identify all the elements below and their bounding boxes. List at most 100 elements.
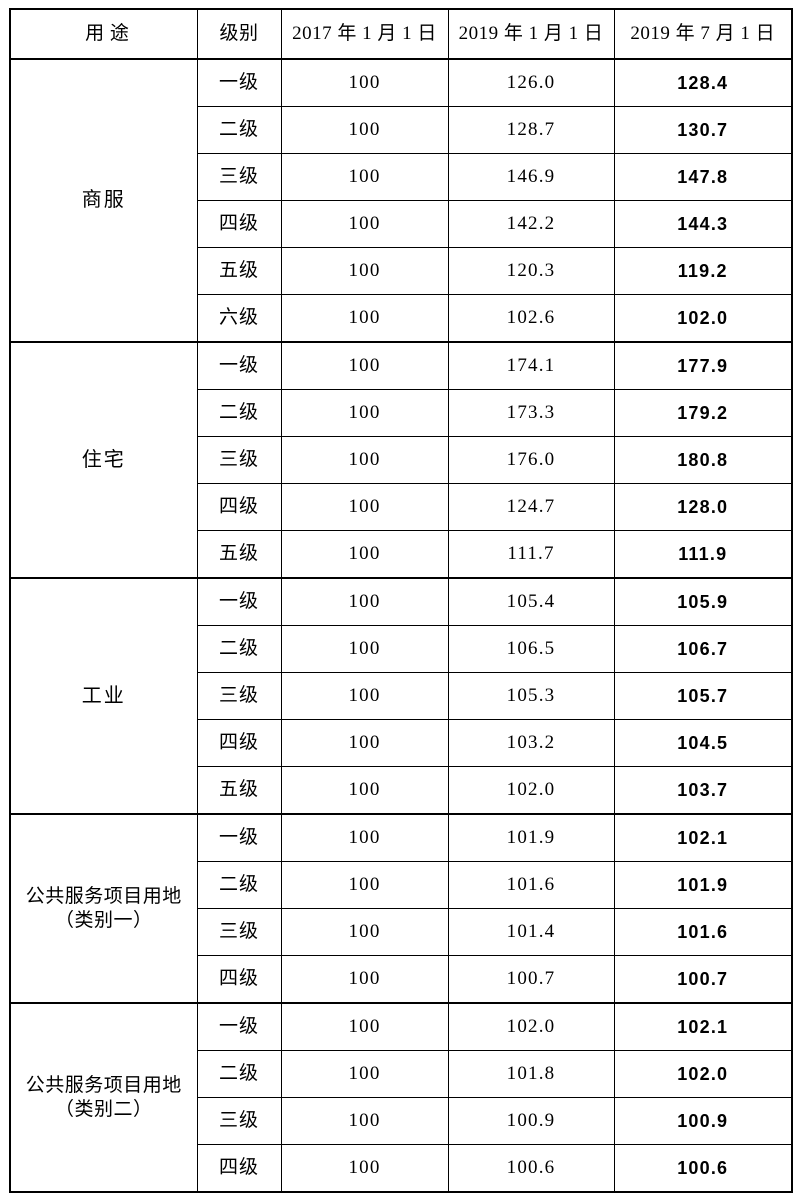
column-header-2019-07-01: 2019 年 7 月 1 日 [613, 8, 793, 60]
value-cell-2019-01-01: 103.2 [447, 719, 615, 767]
value-cell-2019-01-01: 142.2 [447, 200, 615, 248]
value-cell-2019-07-01: 100.6 [613, 1144, 793, 1193]
value-cell-2017-01-01: 100 [280, 530, 449, 579]
grade-cell: 五级 [196, 247, 282, 295]
table-row: 三级 100 176.0 180.8 [10, 436, 793, 484]
table-row: 商服 一级 100 126.0 128.4 [9, 58, 793, 343]
value-cell-2019-07-01: 104.5 [613, 719, 793, 767]
value-cell-2017-01-01: 100 [280, 1097, 449, 1145]
value-cell-2019-07-01: 111.9 [613, 530, 793, 579]
value-cell-2017-01-01: 100 [280, 483, 449, 531]
value-cell-2017-01-01: 100 [280, 1002, 449, 1051]
value-cell-2019-07-01: 119.2 [613, 247, 793, 295]
table-row: 工业 一级 100 105.4 105.9 [9, 577, 793, 815]
grade-cell: 三级 [196, 153, 282, 201]
value-cell-2019-07-01: 101.6 [613, 908, 793, 956]
value-cell-2019-01-01: 100.9 [447, 1097, 615, 1145]
value-cell-2019-07-01: 101.9 [613, 861, 793, 909]
table-row: 三级 100 105.3 105.7 [10, 672, 793, 720]
value-cell-2019-01-01: 146.9 [447, 153, 615, 201]
table-row: 二级 100 101.6 101.9 [10, 861, 793, 909]
grade-cell: 二级 [196, 389, 282, 437]
value-cell-2019-07-01: 102.1 [613, 813, 793, 862]
value-cell-2019-07-01: 128.0 [613, 483, 793, 531]
table-row: 四级 100 124.7 128.0 [10, 483, 793, 531]
table-row: 四级 100 100.7 100.7 [10, 955, 793, 1004]
value-cell-2019-01-01: 105.3 [447, 672, 615, 720]
table-row: 四级 100 142.2 144.3 [10, 200, 793, 248]
value-cell-2017-01-01: 100 [280, 955, 449, 1004]
value-cell-2019-07-01: 130.7 [613, 106, 793, 154]
table-row: 三级 100 100.9 100.9 [10, 1097, 793, 1145]
column-header-2017-01-01: 2017 年 1 月 1 日 [280, 8, 449, 60]
grade-cell: 一级 [196, 341, 282, 390]
value-cell-2017-01-01: 100 [280, 766, 449, 815]
value-cell-2019-07-01: 128.4 [613, 58, 793, 107]
use-category-cell: 工业 [9, 577, 198, 815]
grade-cell: 四级 [196, 1144, 282, 1193]
grade-cell: 五级 [196, 530, 282, 579]
value-cell-2019-01-01: 126.0 [447, 58, 615, 107]
value-cell-2019-01-01: 124.7 [447, 483, 615, 531]
table-row: 五级 100 102.0 103.7 [10, 766, 793, 815]
value-cell-2019-01-01: 120.3 [447, 247, 615, 295]
value-cell-2019-01-01: 101.6 [447, 861, 615, 909]
value-cell-2019-07-01: 102.0 [613, 1050, 793, 1098]
table-body: 商服 一级 100 126.0 128.4 二级 100 128.7 130.7 三级 100 146… [9, 58, 793, 1193]
use-category-cell: 商服 [9, 58, 198, 343]
value-cell-2019-01-01: 100.7 [447, 955, 615, 1004]
value-cell-2019-01-01: 101.9 [447, 813, 615, 862]
value-cell-2019-07-01: 180.8 [613, 436, 793, 484]
table-row: 五级 100 111.7 111.9 [10, 530, 793, 579]
value-cell-2017-01-01: 100 [280, 58, 449, 107]
value-cell-2017-01-01: 100 [280, 389, 449, 437]
grade-cell: 二级 [196, 106, 282, 154]
grade-cell: 四级 [196, 719, 282, 767]
column-header-grade: 级别 [196, 8, 282, 60]
value-cell-2017-01-01: 100 [280, 625, 449, 673]
value-cell-2019-07-01: 103.7 [613, 766, 793, 815]
value-cell-2017-01-01: 100 [280, 813, 449, 862]
value-cell-2019-01-01: 106.5 [447, 625, 615, 673]
grade-cell: 二级 [196, 1050, 282, 1098]
column-header-use: 用 途 [9, 8, 198, 60]
value-cell-2019-07-01: 102.0 [613, 294, 793, 343]
value-cell-2019-07-01: 179.2 [613, 389, 793, 437]
value-cell-2019-07-01: 100.7 [613, 955, 793, 1004]
value-cell-2017-01-01: 100 [280, 153, 449, 201]
value-cell-2017-01-01: 100 [280, 436, 449, 484]
value-cell-2019-07-01: 105.9 [613, 577, 793, 626]
table-row: 四级 100 103.2 104.5 [10, 719, 793, 767]
use-category-cell: 公共服务项目用地 （类别二） [9, 1002, 198, 1193]
grade-cell: 三级 [196, 672, 282, 720]
value-cell-2019-01-01: 111.7 [447, 530, 615, 579]
value-cell-2019-01-01: 101.4 [447, 908, 615, 956]
value-cell-2019-07-01: 177.9 [613, 341, 793, 390]
value-cell-2019-01-01: 102.0 [447, 1002, 615, 1051]
table-row: 六级 100 102.6 102.0 [10, 294, 793, 343]
table-row: 住宅 一级 100 174.1 177.9 [9, 341, 793, 579]
grade-cell: 一级 [196, 58, 282, 107]
value-cell-2017-01-01: 100 [280, 1144, 449, 1193]
grade-cell: 四级 [196, 483, 282, 531]
value-cell-2017-01-01: 100 [280, 577, 449, 626]
value-cell-2017-01-01: 100 [280, 719, 449, 767]
use-category-cell: 公共服务项目用地 （类别一） [9, 813, 198, 1004]
grade-cell: 二级 [196, 625, 282, 673]
grade-cell: 五级 [196, 766, 282, 815]
table-row: 三级 100 146.9 147.8 [10, 153, 793, 201]
grade-cell: 四级 [196, 200, 282, 248]
grade-cell: 一级 [196, 1002, 282, 1051]
value-cell-2019-01-01: 100.6 [447, 1144, 615, 1193]
value-cell-2017-01-01: 100 [280, 106, 449, 154]
table-row: 五级 100 120.3 119.2 [10, 247, 793, 295]
value-cell-2017-01-01: 100 [280, 200, 449, 248]
value-cell-2017-01-01: 100 [280, 1050, 449, 1098]
value-cell-2017-01-01: 100 [280, 908, 449, 956]
value-cell-2019-07-01: 147.8 [613, 153, 793, 201]
value-cell-2019-01-01: 102.0 [447, 766, 615, 815]
value-cell-2017-01-01: 100 [280, 247, 449, 295]
document-page: 用 途 级别 2017 年 1 月 1 日 2019 年 1 月 1 日 201… [9, 8, 793, 1193]
table-row: 二级 100 128.7 130.7 [10, 106, 793, 154]
grade-cell: 四级 [196, 955, 282, 1004]
